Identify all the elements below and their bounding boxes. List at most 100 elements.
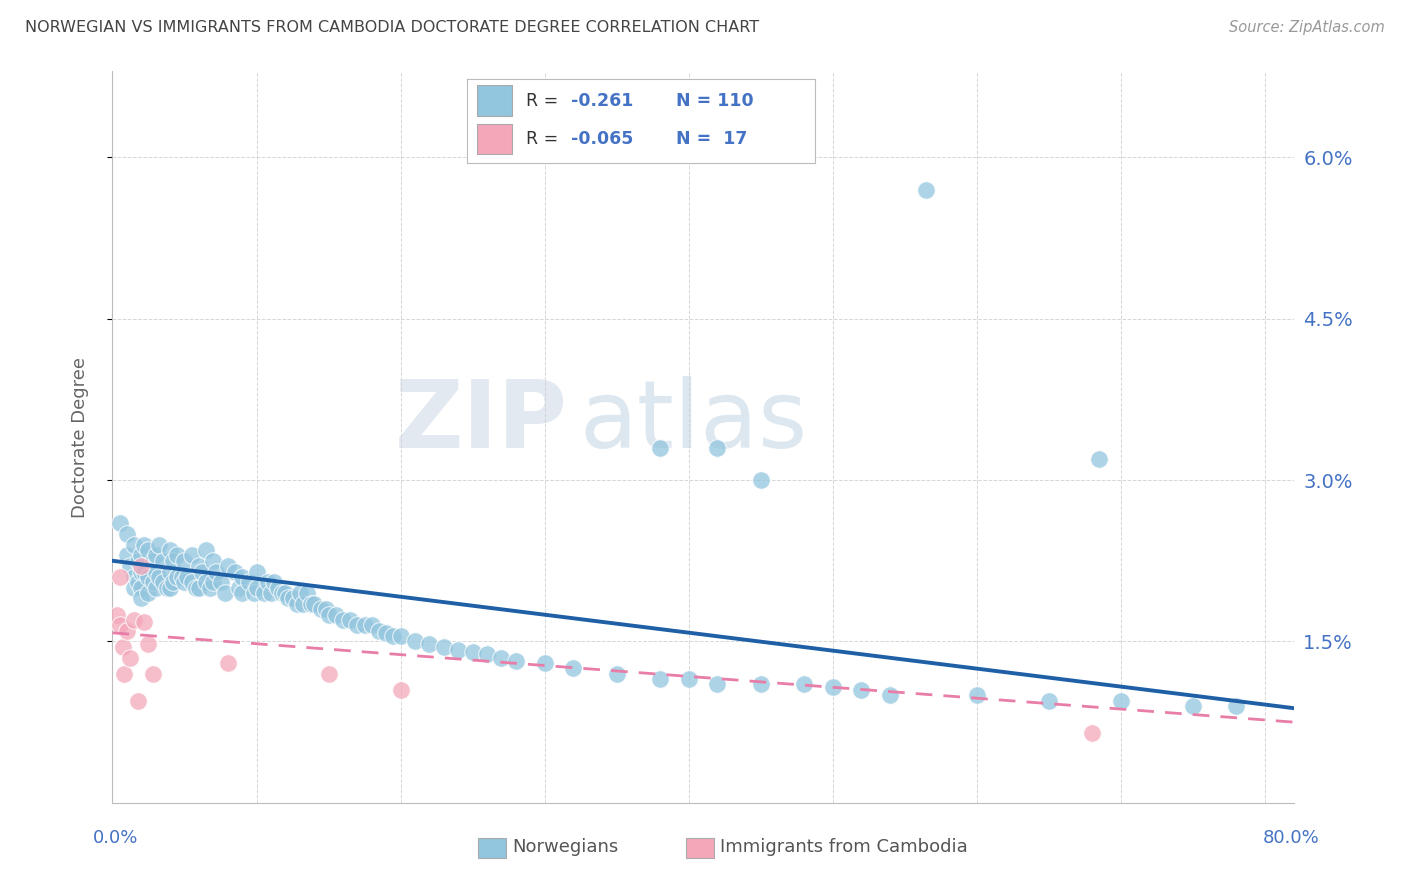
Point <box>475 648 498 662</box>
Text: Norwegians: Norwegians <box>512 838 619 856</box>
Point <box>129 581 152 595</box>
Point <box>325 607 347 622</box>
Point <box>648 441 671 455</box>
Point <box>793 677 815 691</box>
Point <box>678 672 700 686</box>
Point <box>122 581 145 595</box>
Point <box>267 581 290 595</box>
Point <box>915 183 938 197</box>
Point <box>145 581 167 595</box>
Point <box>533 656 555 670</box>
Point <box>749 473 772 487</box>
Point <box>209 575 232 590</box>
Point <box>277 591 299 606</box>
Point <box>142 554 165 568</box>
Point <box>108 618 131 632</box>
Point <box>245 565 267 579</box>
Point <box>202 575 225 590</box>
Point <box>159 543 181 558</box>
Text: 80.0%: 80.0% <box>1263 830 1319 847</box>
Point <box>108 570 131 584</box>
Point <box>115 549 138 563</box>
Point <box>242 586 264 600</box>
Y-axis label: Doctorate Degree: Doctorate Degree <box>70 357 89 517</box>
Point <box>288 586 311 600</box>
Point <box>315 602 337 616</box>
Point <box>295 586 318 600</box>
Point <box>245 581 267 595</box>
Point <box>285 597 308 611</box>
Point <box>187 559 209 574</box>
Point <box>231 570 253 584</box>
Point <box>418 637 440 651</box>
Text: NORWEGIAN VS IMMIGRANTS FROM CAMBODIA DOCTORATE DEGREE CORRELATION CHART: NORWEGIAN VS IMMIGRANTS FROM CAMBODIA DO… <box>25 20 759 35</box>
Point <box>606 666 628 681</box>
Point <box>291 597 314 611</box>
Point <box>821 680 844 694</box>
Point <box>231 586 253 600</box>
Text: ZIP: ZIP <box>394 376 567 468</box>
Point <box>127 554 149 568</box>
Point <box>346 618 368 632</box>
Point <box>162 554 184 568</box>
Point <box>205 565 228 579</box>
Point <box>257 575 280 590</box>
Point <box>129 549 152 563</box>
Point <box>195 575 218 590</box>
Point <box>318 607 340 622</box>
Point <box>152 575 174 590</box>
Point <box>1088 451 1111 466</box>
Point <box>706 441 728 455</box>
Point <box>142 575 165 590</box>
Point <box>108 516 131 530</box>
Point <box>1109 693 1132 707</box>
Point <box>879 688 901 702</box>
Point <box>162 575 184 590</box>
Point <box>152 554 174 568</box>
Point <box>648 672 671 686</box>
Point <box>122 613 145 627</box>
Point <box>159 581 181 595</box>
Point <box>447 643 470 657</box>
Point <box>1081 726 1104 740</box>
Point <box>138 586 160 600</box>
Point <box>187 581 209 595</box>
Point <box>461 645 484 659</box>
Point <box>228 581 250 595</box>
Point <box>353 618 375 632</box>
Point <box>191 565 214 579</box>
Point <box>375 625 398 640</box>
Text: 0.0%: 0.0% <box>93 830 138 847</box>
Point <box>112 666 135 681</box>
Point <box>368 624 391 638</box>
Point <box>966 688 988 702</box>
Point <box>706 677 728 691</box>
Point <box>127 575 149 590</box>
Point <box>505 654 527 668</box>
Point <box>129 565 152 579</box>
Point <box>122 570 145 584</box>
Point <box>134 565 156 579</box>
Point <box>318 666 340 681</box>
Point <box>389 629 412 643</box>
Point <box>166 549 188 563</box>
Point <box>148 570 170 584</box>
Point <box>851 682 873 697</box>
Point <box>127 693 149 707</box>
Point <box>360 618 382 632</box>
Point <box>118 559 141 574</box>
Point <box>138 637 160 651</box>
Point <box>115 527 138 541</box>
Point <box>184 581 207 595</box>
Point <box>311 602 333 616</box>
Point <box>156 581 179 595</box>
Point <box>118 650 141 665</box>
Text: atlas: atlas <box>579 376 807 468</box>
Point <box>200 581 222 595</box>
Point <box>138 543 160 558</box>
Point <box>129 559 152 574</box>
Point <box>404 634 426 648</box>
Point <box>115 624 138 638</box>
Point <box>145 549 167 563</box>
Point <box>491 650 513 665</box>
